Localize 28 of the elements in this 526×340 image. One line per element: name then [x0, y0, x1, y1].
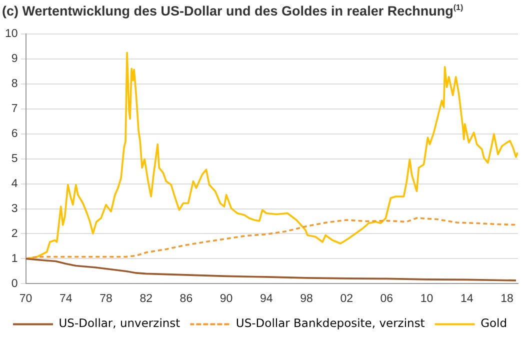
- x-tick-label: 82: [140, 292, 152, 305]
- y-tick-label: 3: [11, 202, 18, 215]
- y-tick-label: 5: [11, 152, 18, 165]
- legend-label: Gold: [480, 316, 508, 330]
- x-tick-label: 10: [420, 292, 434, 305]
- y-tick-label: 2: [11, 228, 18, 240]
- x-tick-label: 70: [19, 292, 32, 305]
- x-tick-label: 74: [59, 292, 73, 305]
- legend-label: US-Dollar Bankdeposite, verzinst: [236, 316, 426, 330]
- y-tick-label: 1: [11, 252, 18, 265]
- y-tick-label: 7: [11, 103, 18, 116]
- y-tick-label: 6: [11, 128, 18, 140]
- x-tick-label: 18: [500, 292, 514, 305]
- x-tick-label: 94: [260, 292, 274, 305]
- x-tick-label: 06: [380, 292, 394, 305]
- y-tick-label: 9: [11, 53, 18, 66]
- chart-title: (c) Wertentwicklung des US-Dollar und des Goldes in realer Rechnung$^{(1)}$: [2, 3, 464, 18]
- legend-label: US-Dollar, unverzinst: [58, 316, 181, 330]
- y-tick-label: 0: [11, 278, 18, 290]
- y-tick-label: 10: [4, 28, 18, 40]
- y-tick-label: 4: [11, 178, 18, 190]
- x-tick-label: 86: [180, 292, 193, 305]
- x-tick-label: 98: [300, 292, 313, 305]
- x-tick-label: 02: [340, 292, 353, 305]
- x-tick-label: 78: [100, 292, 112, 305]
- x-tick-label: 14: [460, 292, 474, 305]
- y-tick-label: 8: [11, 78, 18, 90]
- x-tick-label: 90: [220, 292, 233, 305]
